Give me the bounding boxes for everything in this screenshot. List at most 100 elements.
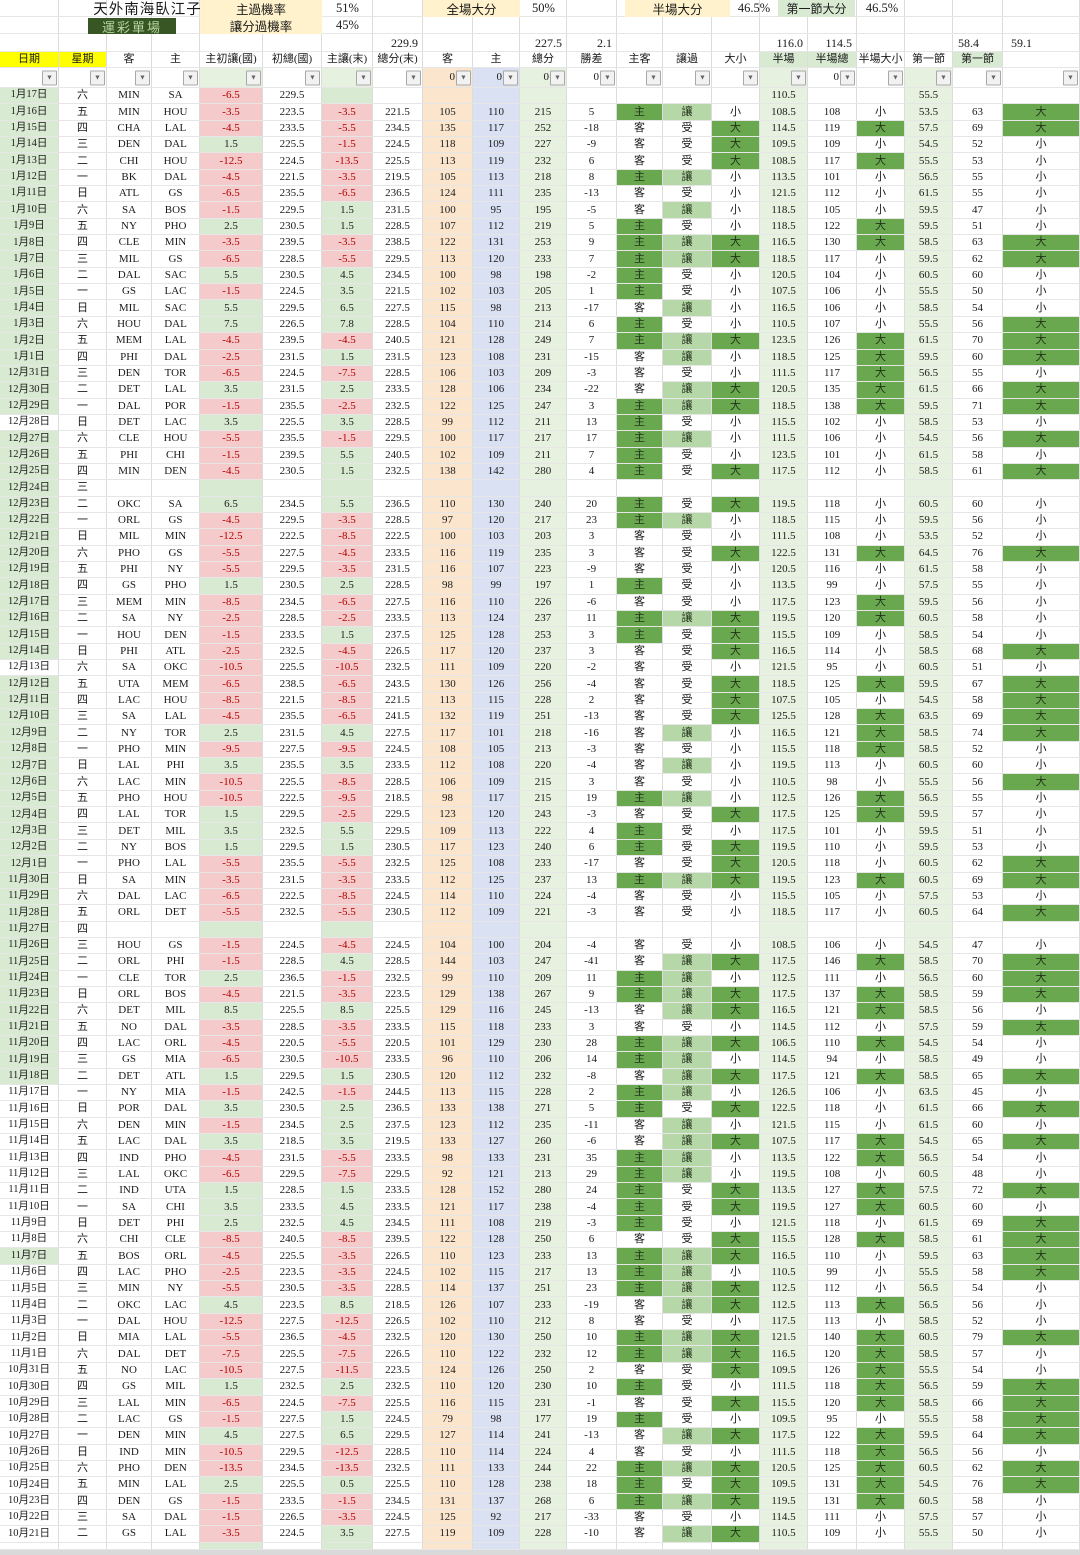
table-row: 1月15日四 CHA LAL -4.5 233.5 -5.5 234.5 135 117 252-… xyxy=(0,120,1080,138)
filter-dropdown[interactable]: ▼ xyxy=(550,70,565,85)
cell-open_handicap: -4.5 xyxy=(200,333,263,349)
filter-dropdown[interactable]: ▼ xyxy=(840,70,855,85)
filter-dropdown[interactable]: ▼ xyxy=(246,70,261,85)
cell-close_handicap: 8.5 xyxy=(322,1003,373,1019)
cell-away: SA xyxy=(107,1199,152,1215)
filter-dropdown[interactable]: ▼ xyxy=(936,70,951,85)
cell-side: 主 xyxy=(617,1150,663,1166)
filter-cell: ▼ xyxy=(905,68,953,87)
cell-half_line: 108.5 xyxy=(760,937,808,954)
cell-half_total: 99 xyxy=(808,578,857,594)
column-header-row: 日期 星期客主主初讓(國) 初總(國) 主讓(末) 總分(末) 客主總分 勝差 主客 讓過 大小半… xyxy=(0,52,1080,68)
cell-open_total: 229.5 xyxy=(263,88,322,104)
cell-q1_ou: 大 xyxy=(1003,986,1080,1003)
table-row: 12月6日六 LAC MIN -10.5 225.5 -8.5 228.5 106 109 215… xyxy=(0,774,1080,791)
cell-over_under: 大 xyxy=(712,120,760,137)
filter-dropdown[interactable]: ▼ xyxy=(42,70,57,85)
cell-half_line: 117.5 xyxy=(760,1313,808,1330)
cell-total xyxy=(520,88,567,104)
table-row: 1月11日日 ATL GS -6.5 235.5 -6.5 236.5 124 111 235 -1… xyxy=(0,186,1080,203)
filter-dropdown[interactable]: ▼ xyxy=(503,70,518,85)
cell-half_ou xyxy=(857,921,905,937)
filter-dropdown[interactable]: ▼ xyxy=(356,70,371,85)
cell-date: 1月1日 xyxy=(0,349,59,365)
cell-half_line: 118.5 xyxy=(760,349,808,365)
cell-half_line: 121.5 xyxy=(760,660,808,676)
cell-open_handicap: 1.5 xyxy=(200,839,263,856)
cell-home: HOU xyxy=(152,431,200,447)
cell-q1_ou: 小 xyxy=(1003,1166,1080,1183)
cell-home_score: 118 xyxy=(473,1019,520,1035)
cell-q1_total: 63 xyxy=(953,104,1003,120)
cell-q1_line: 58.5 xyxy=(905,1313,953,1330)
column-header-open_total: 初總(國) xyxy=(263,52,322,67)
cell-open_total: 224.5 xyxy=(263,1526,322,1542)
cell-cover: 受 xyxy=(663,120,712,137)
filter-dropdown[interactable]: ▼ xyxy=(456,70,471,85)
filter-dropdown[interactable]: ▼ xyxy=(646,70,661,85)
filter-dropdown[interactable]: ▼ xyxy=(406,70,421,85)
cell-over_under: 大 xyxy=(712,235,760,251)
cell-close_handicap: -2.5 xyxy=(322,398,373,414)
table-row: 10月24日五 MIN LAL 2.5 225.5 0.5 225.5 110 128 238 18… xyxy=(0,1477,1080,1494)
cell-q1_ou: 小 xyxy=(1003,529,1080,545)
cell-away_score: 113 xyxy=(423,1084,473,1101)
cell-q1_total: 54 xyxy=(953,1035,1003,1052)
cell-date: 12月14日 xyxy=(0,643,59,660)
cell-q1_ou: 小 xyxy=(1003,153,1080,169)
cell-date: 12月16日 xyxy=(0,611,59,627)
filter-dropdown[interactable]: ▼ xyxy=(90,70,105,85)
cell-open_total: 224.5 xyxy=(263,1395,322,1411)
cell-home_score: 109 xyxy=(473,660,520,676)
filter-dropdown[interactable]: ▼ xyxy=(305,70,320,85)
cell-side: 客 xyxy=(617,1232,663,1248)
cell-side: 主 xyxy=(617,333,663,349)
empty-cell xyxy=(59,1542,107,1549)
cell-home: LAC xyxy=(152,1297,200,1313)
empty-cell xyxy=(1003,0,1080,16)
cell-away_score: 133 xyxy=(423,1101,473,1117)
cell-close_total: 232.5 xyxy=(373,1460,423,1477)
cell-q1_ou: 小 xyxy=(1003,1509,1080,1526)
cell-half_line: 113.5 xyxy=(760,169,808,186)
table-row: 1月14日三 DEN DAL 1.5 225.5 -1.5 224.5 118 109 227 -9… xyxy=(0,137,1080,154)
cell-margin: -3 xyxy=(567,741,617,758)
filter-dropdown[interactable]: ▼ xyxy=(1063,70,1078,85)
cell-half_ou: 大 xyxy=(857,725,905,741)
cell-home_score: 117 xyxy=(473,790,520,807)
empty-cell xyxy=(567,34,617,51)
cell-open_total: 239.5 xyxy=(263,235,322,251)
cell-date: 10月23日 xyxy=(0,1493,59,1509)
cell-total: 247 xyxy=(520,954,567,970)
cell-q1_line: 57.5 xyxy=(905,1509,953,1526)
cell-weekday: 日 xyxy=(59,758,107,774)
cell-over_under: 小 xyxy=(712,316,760,333)
cell-away: DEN xyxy=(107,1117,152,1133)
column-header-close_total: 總分(末) xyxy=(373,52,423,67)
cell-date: 11月18日 xyxy=(0,1068,59,1084)
cell-close_handicap: 2.5 xyxy=(322,1379,373,1395)
cell-weekday: 五 xyxy=(59,447,107,463)
filter-dropdown[interactable]: ▼ xyxy=(791,70,806,85)
cell-home: TOR xyxy=(152,970,200,986)
filter-dropdown[interactable]: ▼ xyxy=(600,70,615,85)
filter-dropdown[interactable]: ▼ xyxy=(888,70,903,85)
cell-half_line: 109.5 xyxy=(760,1362,808,1379)
cell-home_score: 137 xyxy=(473,1493,520,1509)
cell-half_total: 131 xyxy=(808,1477,857,1493)
filter-dropdown[interactable]: ▼ xyxy=(743,70,758,85)
filter-dropdown[interactable]: ▼ xyxy=(986,70,1001,85)
cell-half_line: 119.5 xyxy=(760,1166,808,1183)
cell-margin: 5 xyxy=(567,104,617,120)
cell-q1_total: 63 xyxy=(953,235,1003,251)
cell-q1_ou: 大 xyxy=(1003,316,1080,333)
cell-home: BOS xyxy=(152,202,200,218)
cell-weekday: 日 xyxy=(59,529,107,545)
filter-dropdown[interactable]: ▼ xyxy=(135,70,150,85)
cell-margin: 5 xyxy=(567,218,617,235)
cell-away: IND xyxy=(107,1444,152,1460)
cell-cover: 受 xyxy=(663,153,712,169)
filter-dropdown[interactable]: ▼ xyxy=(183,70,198,85)
filter-dropdown[interactable]: ▼ xyxy=(695,70,710,85)
cell-cover: 受 xyxy=(663,937,712,954)
